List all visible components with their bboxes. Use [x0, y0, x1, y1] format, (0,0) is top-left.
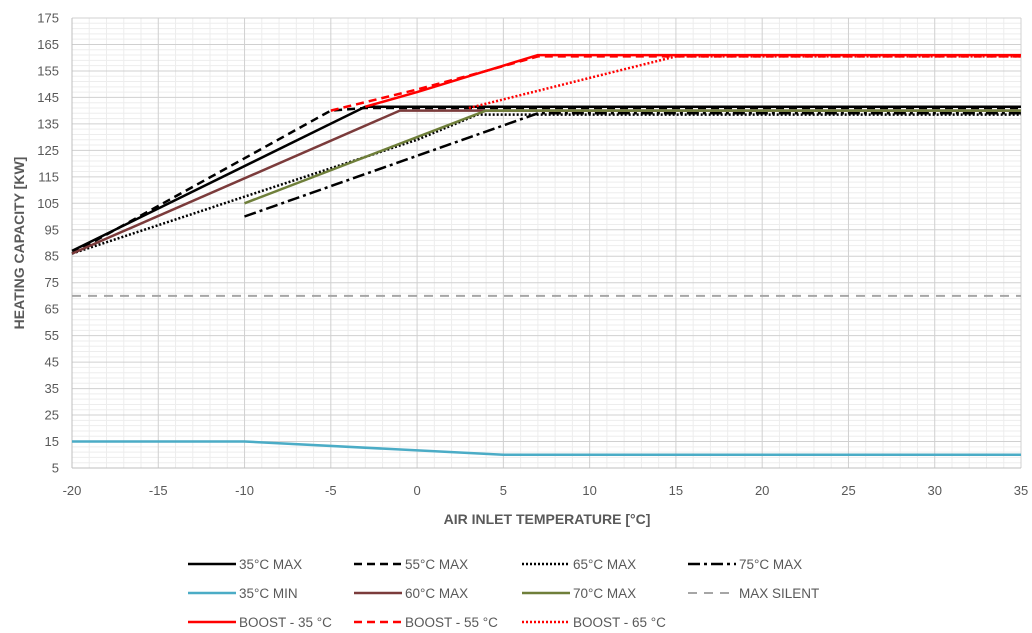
series-line-35-c-min: [72, 440, 1021, 457]
x-tick-label: 15: [669, 483, 683, 498]
minor-gridlines: [72, 18, 1021, 468]
legend-label-boost-35-c: BOOST - 35 °C: [239, 615, 332, 630]
y-tick-label: 35: [45, 381, 59, 396]
legend-label-55-c-max: 55°C MAX: [405, 557, 468, 572]
x-tick-label: 35: [1014, 483, 1028, 498]
tick-labels: -20 -15 -10 -5 0 5 10 15 20 25 30 35 5 15 25 35 45 55 65 75…: [37, 11, 1028, 499]
y-tick-label: 75: [45, 275, 59, 290]
series-lines: [71, 53, 1021, 457]
x-axis-label: AIR INLET TEMPERATURE [°C]: [444, 511, 651, 527]
y-tick-label: 115: [38, 169, 59, 184]
x-tick-label: 25: [841, 483, 855, 498]
x-tick-label: 20: [755, 483, 769, 498]
legend-label-boost-55-c: BOOST - 55 °C: [405, 615, 498, 630]
y-tick-label: 15: [45, 434, 59, 449]
x-tick-label: -20: [63, 483, 82, 498]
y-tick-label: 55: [45, 328, 59, 343]
y-tick-label: 175: [37, 11, 59, 26]
legend-label-35-c-min: 35°C MIN: [239, 586, 298, 601]
y-tick-label: 95: [45, 222, 59, 237]
y-tick-label: 165: [37, 37, 59, 52]
series-line-65-c-max: [71, 113, 1021, 255]
legend-label-70-c-max: 70°C MAX: [573, 586, 636, 601]
legend-label-max-silent: MAX SILENT: [739, 586, 819, 601]
series-line-70-c-max: [244, 109, 1021, 205]
y-tick-label: 135: [37, 116, 59, 131]
x-tick-label: 30: [927, 483, 941, 498]
x-tick-label: -5: [325, 483, 337, 498]
x-tick-label: 10: [582, 483, 596, 498]
x-tick-label: -15: [149, 483, 168, 498]
series-line-75-c-max: [244, 112, 1021, 218]
legend-label-boost-65-c: BOOST - 65 °C: [573, 615, 666, 630]
series-line-boost-55-c: [330, 55, 1021, 112]
major-gridlines: [71, 17, 1022, 469]
y-tick-label: 25: [45, 408, 59, 423]
axes: [71, 18, 1021, 469]
x-tick-label: 0: [413, 483, 420, 498]
legend: 35°C MAX 55°C MAX 65°C MAX 75°C MAX 35°C MIN…: [188, 557, 819, 630]
legend-label-35-c-max: 35°C MAX: [239, 557, 302, 572]
y-axis-label: HEATING CAPACITY [KW]: [11, 157, 27, 330]
x-tick-label: 5: [500, 483, 507, 498]
series-line-boost-65-c: [468, 55, 1021, 110]
x-tick-label: -10: [235, 483, 254, 498]
y-tick-label: 105: [37, 196, 59, 211]
series-line-55-c-max: [71, 106, 1021, 255]
y-tick-label: 65: [45, 302, 59, 317]
legend-label-60-c-max: 60°C MAX: [405, 586, 468, 601]
legend-label-65-c-max: 65°C MAX: [573, 557, 636, 572]
y-tick-label: 85: [45, 249, 59, 264]
legend-label-75-c-max: 75°C MAX: [739, 557, 802, 572]
y-tick-label: 45: [45, 355, 59, 370]
y-tick-label: 145: [37, 90, 59, 105]
y-tick-label: 5: [52, 461, 59, 476]
y-tick-label: 155: [37, 63, 59, 78]
y-tick-label: 125: [37, 143, 59, 158]
